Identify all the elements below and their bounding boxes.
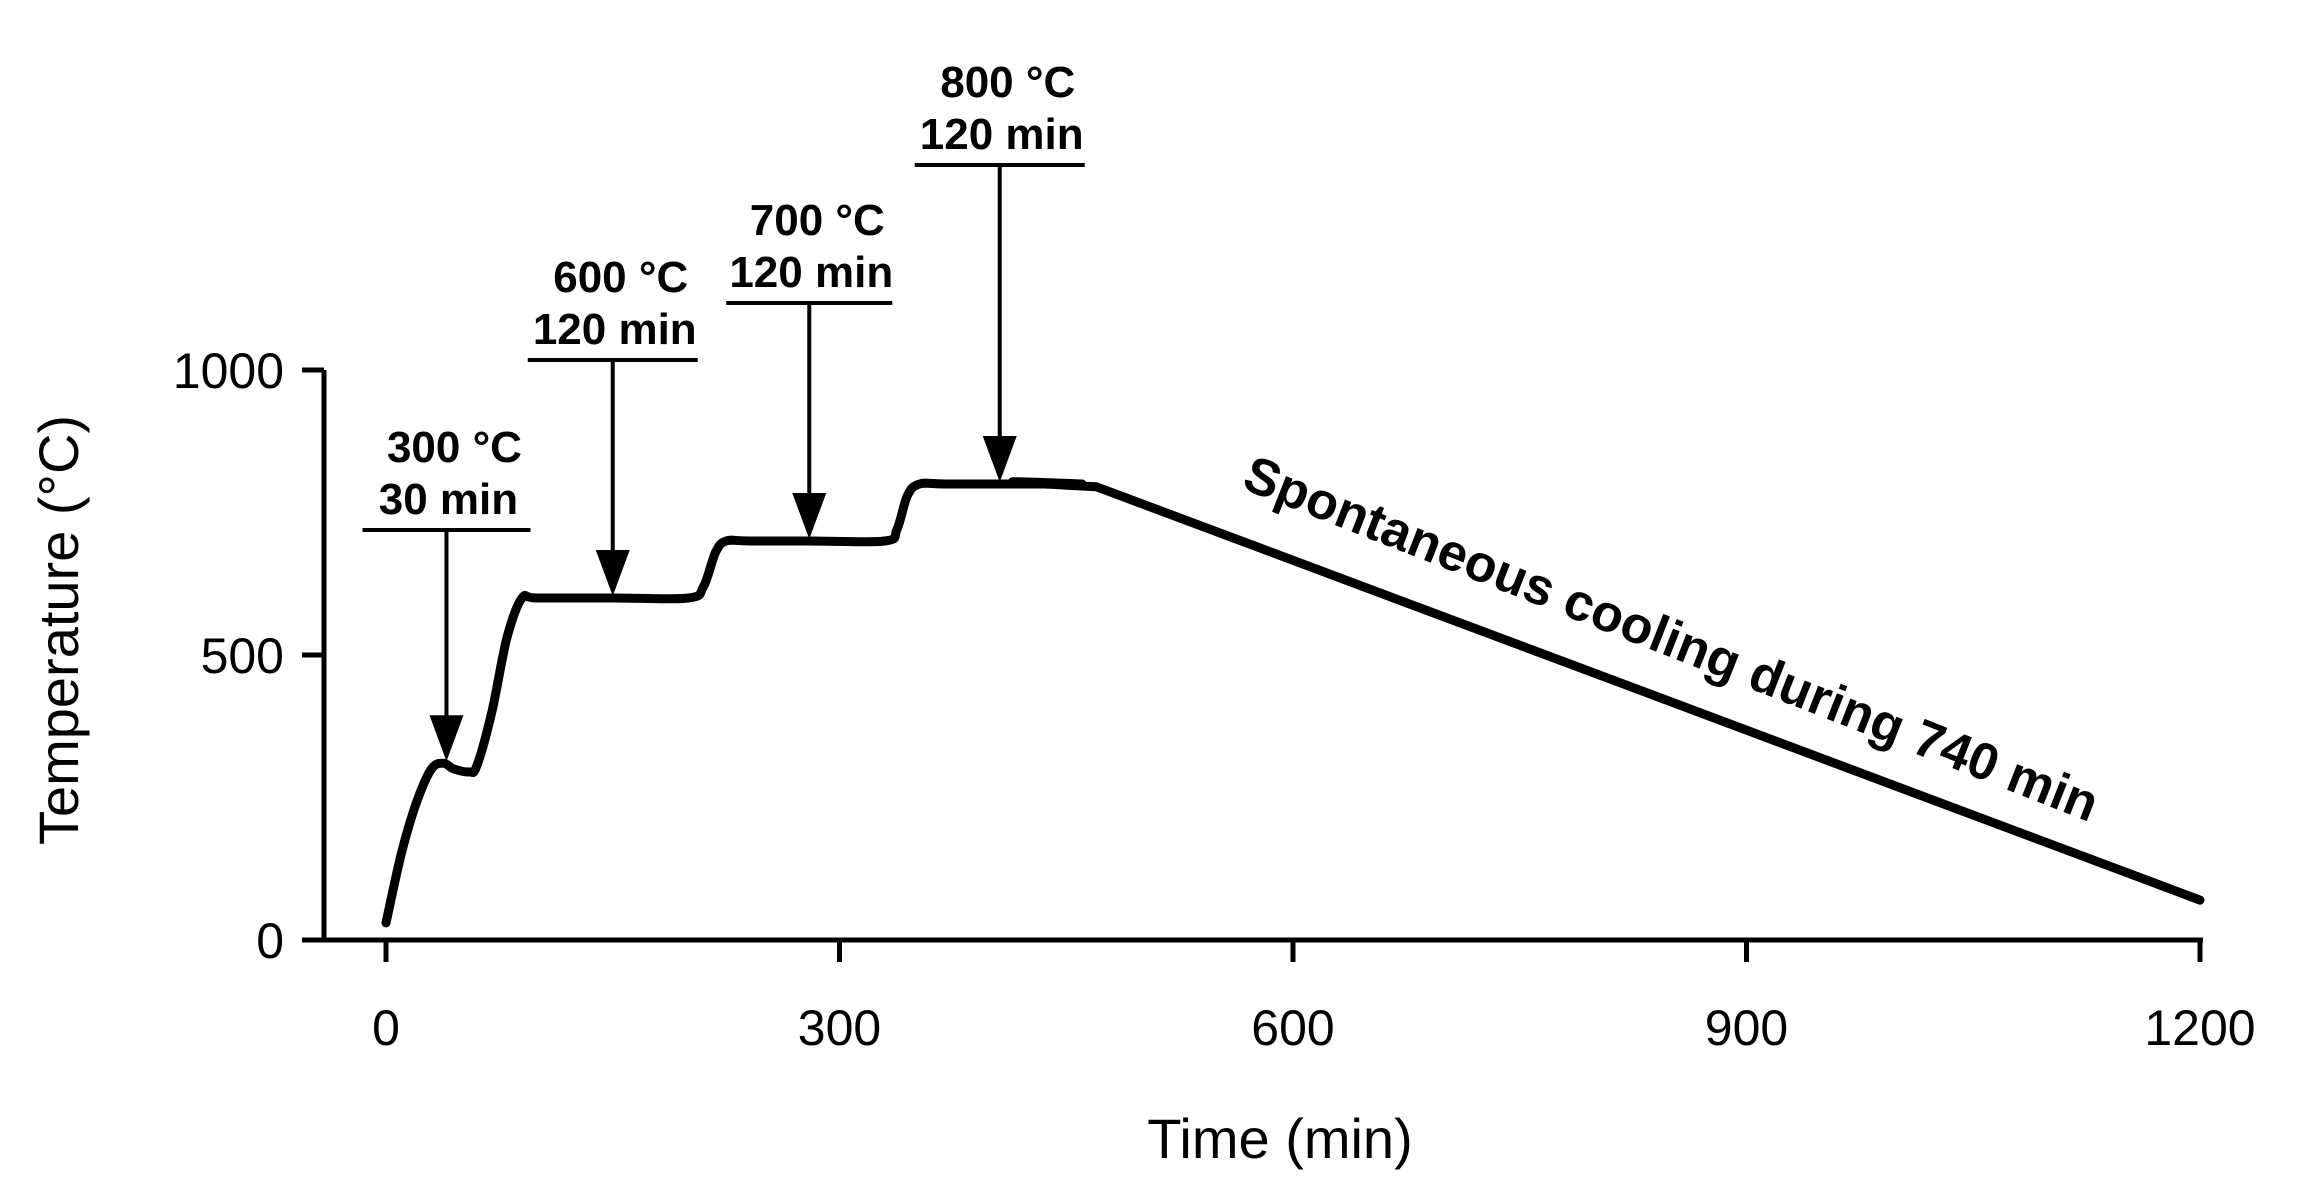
annotation-duration: 120 min [533,305,697,354]
annotation-duration: 120 min [729,248,893,297]
annotation-arrowhead [982,436,1017,482]
y-ticks: 0 500 1000 [173,343,324,969]
annotation-temperature: 800 °C [940,58,1075,107]
x-tick-label: 900 [1705,1000,1788,1056]
x-axis-title: Time (min) [1147,1107,1412,1170]
x-tick-label: 300 [798,1000,881,1056]
temperature-curve [381,477,2205,928]
x-tick-label: 1200 [2144,1000,2255,1056]
y-tick-label: 1000 [173,343,284,399]
x-ticks: 0 300 600 900 1200 [372,940,2256,1056]
x-tick-label: 0 [372,1000,400,1056]
annotation-arrowhead [595,550,630,596]
annotation-temperature: 700 °C [750,196,885,245]
annotation-duration: 30 min [379,475,518,524]
annotation-duration: 120 min [920,110,1084,159]
y-tick-label: 0 [256,913,284,969]
cooling-label: Spontaneous cooling during 740 min [1236,445,2107,834]
x-tick-label: 600 [1251,1000,1334,1056]
annotation-arrowhead [429,715,464,762]
annotation-arrowhead [792,493,827,539]
annotation-temperature: 600 °C [553,253,688,302]
annotation: 300 °C30 min [362,423,531,762]
y-axis-title: Temperature (°C) [27,415,90,845]
annotation-temperature: 300 °C [387,423,522,472]
y-tick-label: 500 [201,628,284,684]
